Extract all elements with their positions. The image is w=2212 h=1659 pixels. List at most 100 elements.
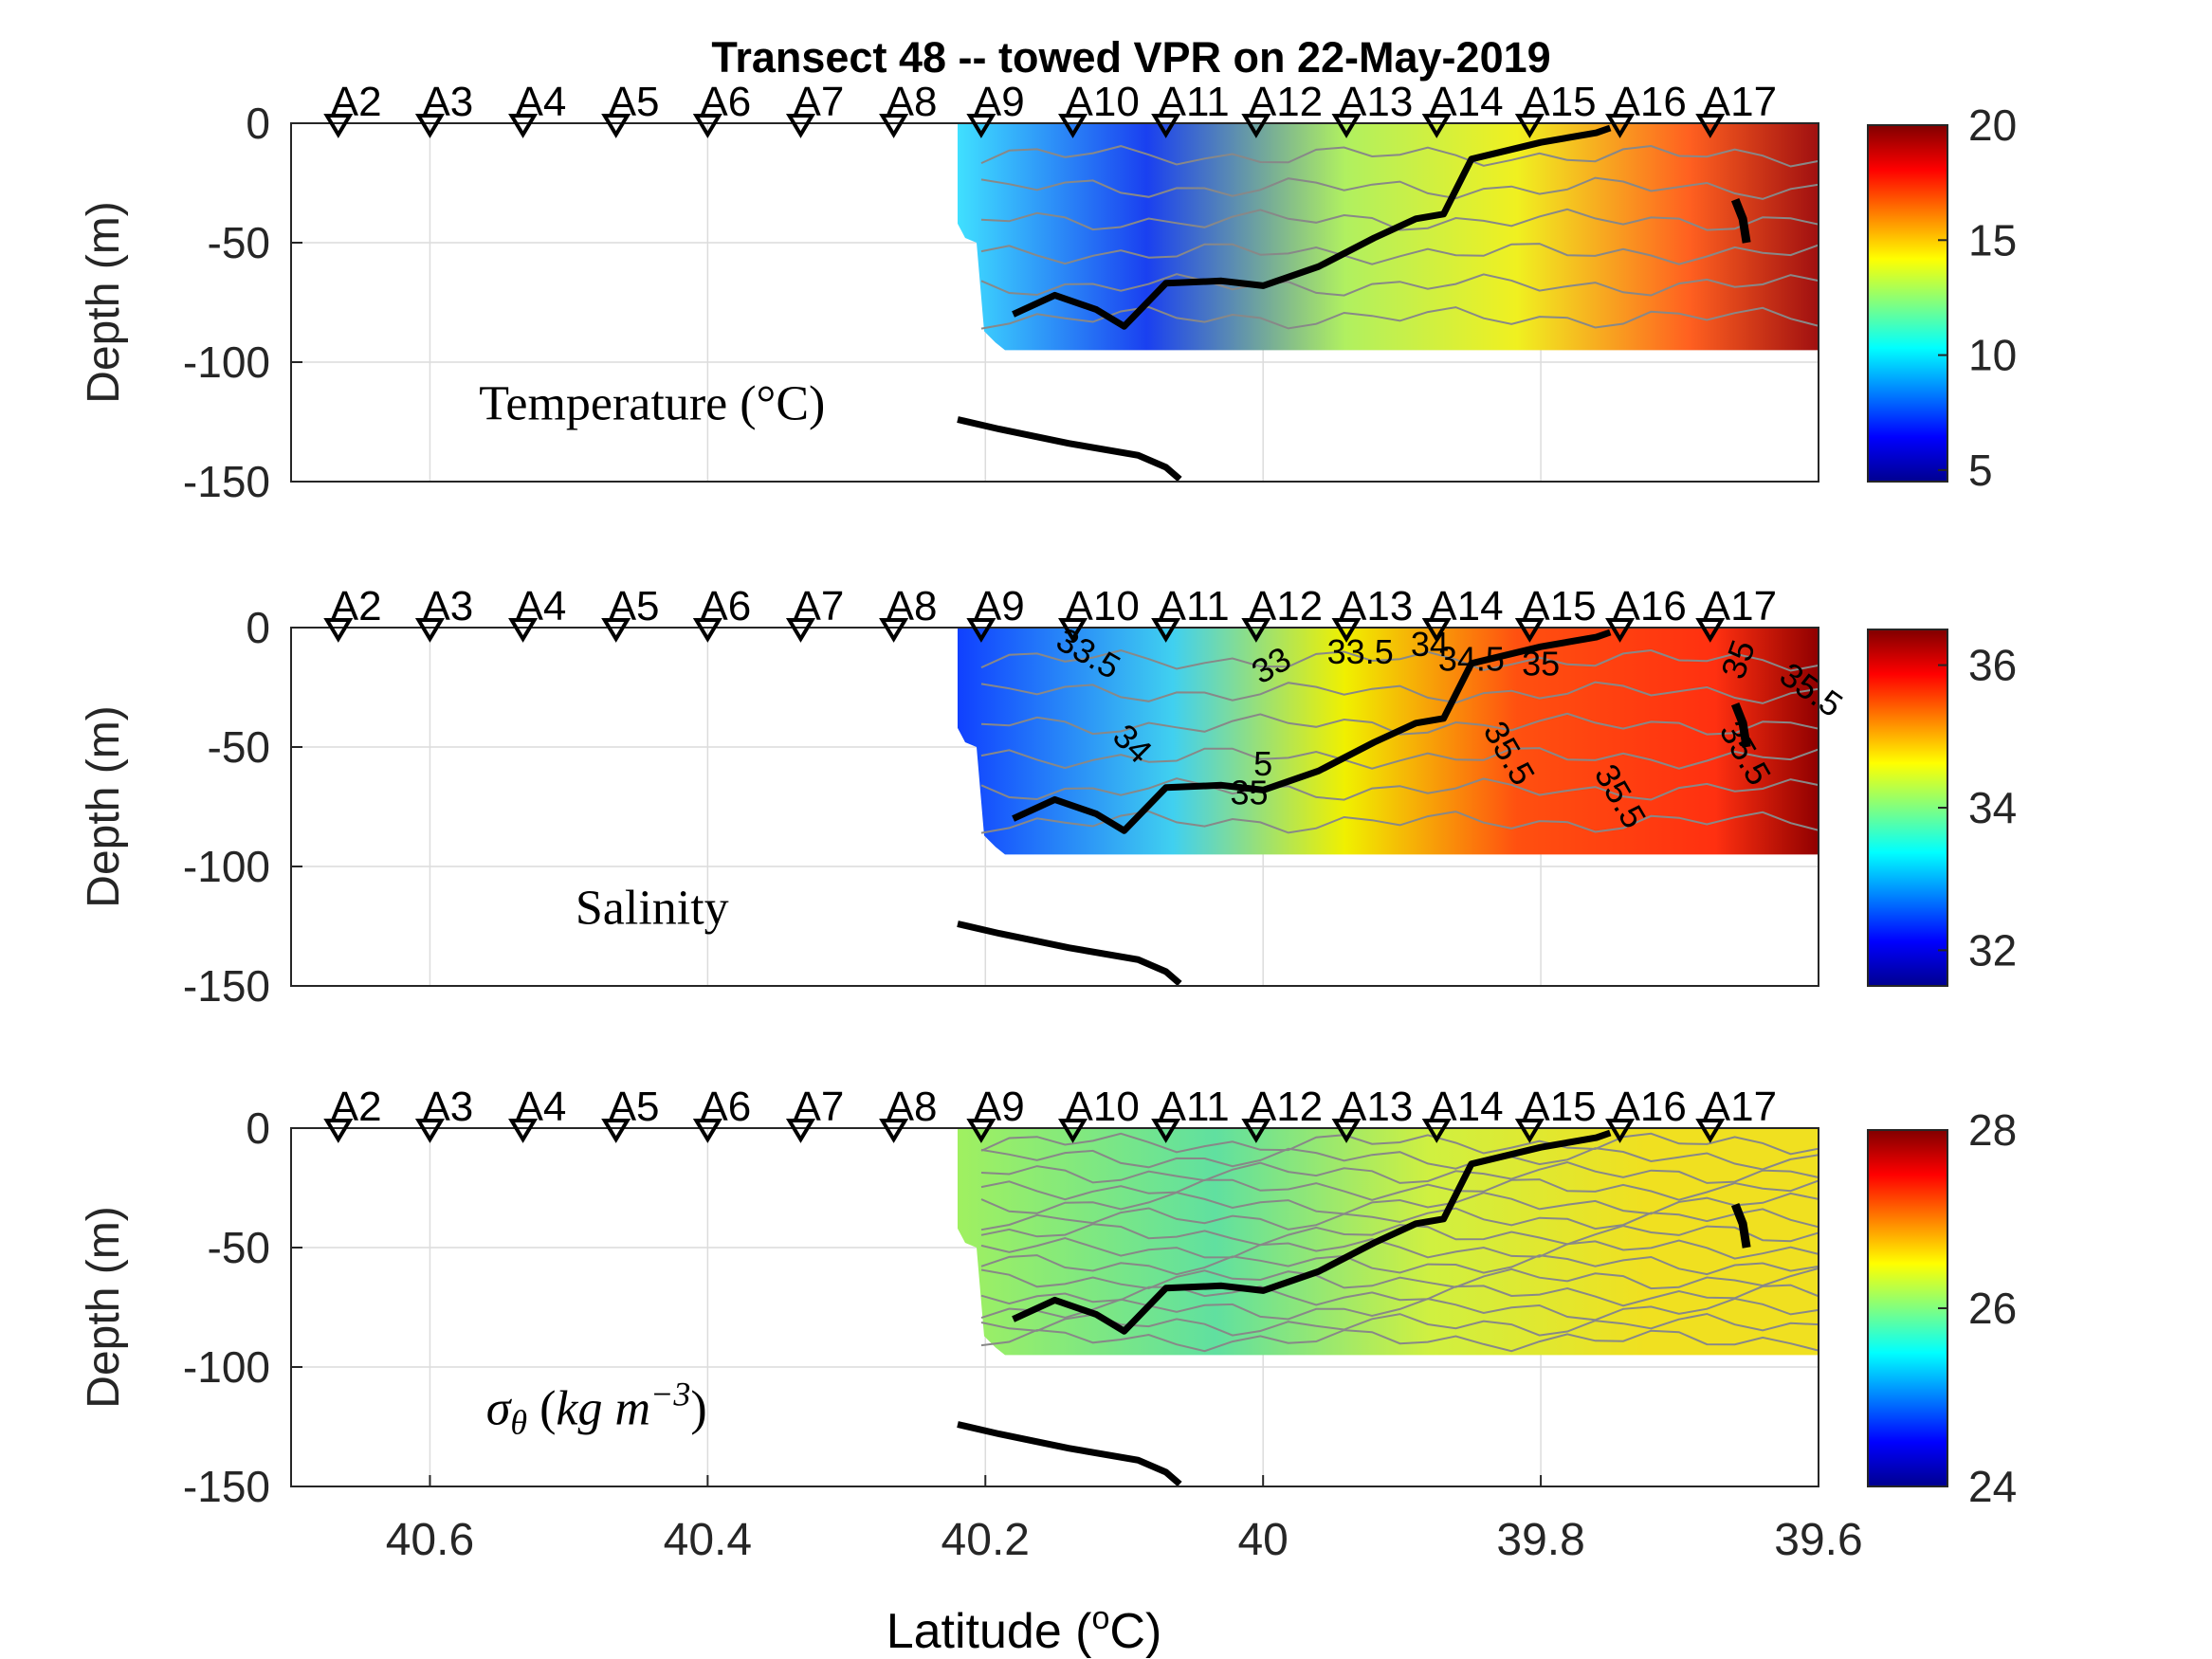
station-marker <box>601 618 631 643</box>
front-blob <box>1730 702 1751 748</box>
station-marker <box>966 1119 996 1143</box>
contour-line <box>980 176 1819 200</box>
station-label: A15 <box>1522 79 1596 125</box>
station-label: A13 <box>1339 1084 1413 1130</box>
y-tick-label: 0 <box>246 99 270 148</box>
contour-line <box>980 305 1819 330</box>
station-marker <box>692 114 722 138</box>
station-marker <box>414 114 445 138</box>
station-marker <box>601 1119 631 1143</box>
station-label: A15 <box>1522 1084 1596 1130</box>
panel-label: σθ (kg m−3) <box>486 1375 707 1441</box>
station-marker <box>1058 114 1088 138</box>
station-marker <box>1421 1119 1452 1143</box>
contour-line <box>980 1328 1819 1353</box>
panel-label: Salinity <box>576 881 729 935</box>
y-tick-label: -150 <box>183 1462 270 1511</box>
front-line <box>1012 629 1612 834</box>
contour-line <box>980 1297 1819 1322</box>
front-line <box>1012 124 1612 330</box>
station-marker <box>601 114 631 138</box>
colorbar-tick-label: 32 <box>1968 925 2017 975</box>
station-marker <box>414 1119 445 1143</box>
station-label: A7 <box>793 79 844 125</box>
y-axis-label: Depth (m) <box>79 705 129 907</box>
colorbar <box>1867 629 1948 987</box>
station-label: A4 <box>516 1084 567 1130</box>
station-marker <box>785 1119 816 1143</box>
station-label: A11 <box>1159 79 1230 125</box>
station-label: A7 <box>793 1084 844 1130</box>
y-axis-label: Depth (m) <box>79 1206 129 1408</box>
y-tick-label: -150 <box>183 457 270 506</box>
bottom-line <box>957 416 1182 483</box>
station-marker <box>323 1119 354 1143</box>
station-marker <box>1605 114 1636 138</box>
x-tick-label: 40.4 <box>664 1515 752 1565</box>
station-label: A10 <box>1066 79 1140 125</box>
contour-line <box>980 712 1819 736</box>
station-label: A16 <box>1613 79 1687 125</box>
contour-line <box>980 1160 1819 1184</box>
contour-line <box>980 1207 1819 1231</box>
isoline-label: 35 <box>1231 773 1269 811</box>
x-tick-label: 39.8 <box>1496 1515 1584 1565</box>
station-label: A3 <box>422 1084 473 1130</box>
station-marker <box>1241 1119 1271 1143</box>
data-field <box>957 628 1819 855</box>
station-marker <box>1331 1119 1362 1143</box>
station-label: A2 <box>331 583 382 629</box>
station-marker <box>1058 618 1088 643</box>
figure-title: Transect 48 -- towed VPR on 22-May-2019 <box>711 33 1550 82</box>
isoline-label: 34.5 <box>1438 639 1505 678</box>
y-tick-label: -150 <box>183 961 270 1011</box>
station-marker <box>1514 114 1545 138</box>
station-marker <box>692 1119 722 1143</box>
colorbar-tick-label: 24 <box>1968 1462 2017 1511</box>
station-marker <box>508 618 539 643</box>
axes-box <box>290 122 1819 483</box>
station-label: A14 <box>1429 1084 1503 1130</box>
station-label: A14 <box>1429 79 1503 125</box>
axes-box <box>290 627 1819 987</box>
colorbar-tick-label: 26 <box>1968 1284 2017 1333</box>
contour-line <box>980 777 1819 801</box>
station-label: A15 <box>1522 583 1596 629</box>
station-label: A13 <box>1339 79 1413 125</box>
station-marker <box>1241 114 1271 138</box>
contour-line <box>980 1178 1819 1201</box>
y-tick-label: -50 <box>208 1223 270 1272</box>
station-marker <box>1151 1119 1181 1143</box>
station-marker <box>323 618 354 643</box>
station-marker <box>1151 114 1181 138</box>
colorbar-tick-label: 15 <box>1968 215 2017 264</box>
contour-line <box>980 1223 1819 1247</box>
station-label: A16 <box>1613 583 1687 629</box>
panel-density: 0 -50 -100 -150 Depth (m) A2 A3 A4 A5 A6 A7 A8 A9 A10… <box>79 1084 2017 1511</box>
contour-line <box>980 1236 1819 1260</box>
station-marker <box>1695 618 1726 643</box>
station-label: A2 <box>331 1084 382 1130</box>
y-tick-label: -100 <box>183 1342 270 1392</box>
y-axis-label: Depth (m) <box>79 201 129 403</box>
station-label: A17 <box>1703 583 1777 629</box>
station-marker <box>879 1119 909 1143</box>
contour-line <box>980 1254 1819 1276</box>
contour-line <box>980 1312 1819 1337</box>
colorbar <box>1867 1129 1948 1487</box>
station-marker <box>1695 1119 1726 1143</box>
station-marker <box>966 618 996 643</box>
station-label: A9 <box>974 1084 1025 1130</box>
station-marker <box>785 114 816 138</box>
station-label: A12 <box>1249 79 1323 125</box>
contour-line <box>980 273 1819 297</box>
station-label: A8 <box>887 79 938 125</box>
x-axis-label: Latitude (oC) <box>887 1600 1162 1659</box>
bottom-line <box>957 1421 1182 1487</box>
contour-line <box>980 208 1819 231</box>
station-label: A10 <box>1066 1084 1140 1130</box>
station-marker <box>879 114 909 138</box>
station-label: A7 <box>793 583 844 629</box>
contour-line <box>980 1191 1819 1215</box>
